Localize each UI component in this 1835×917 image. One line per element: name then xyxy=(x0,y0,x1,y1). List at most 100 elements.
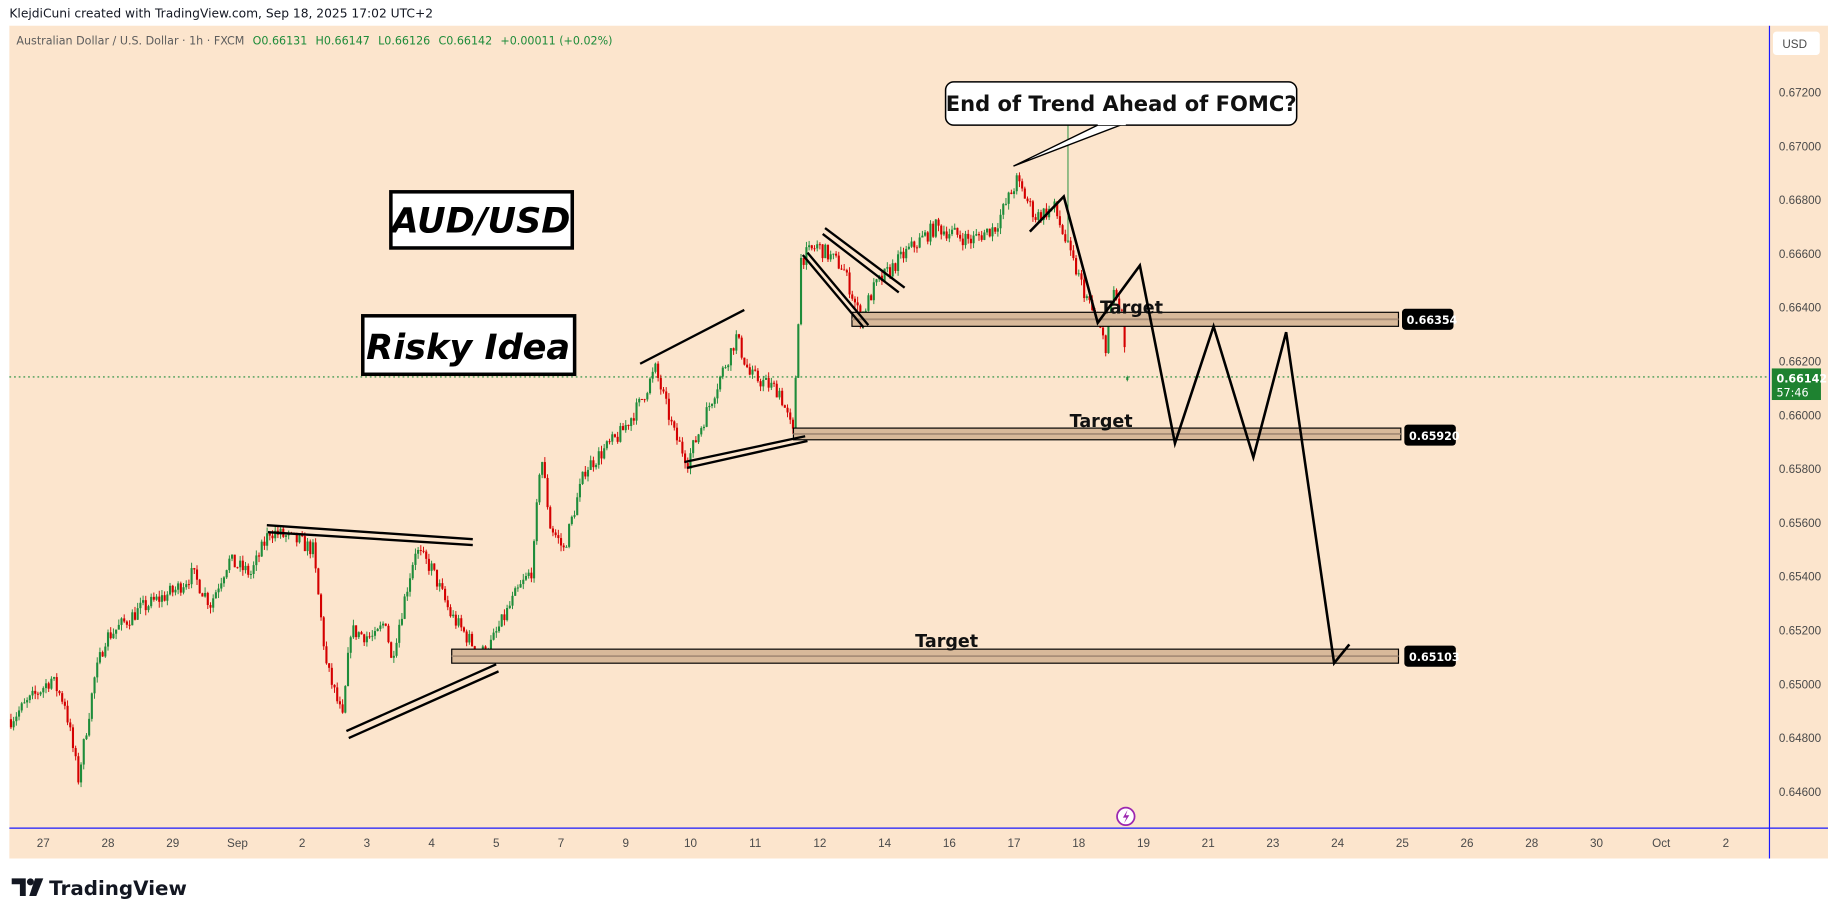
price-tick-label: 0.65600 xyxy=(1779,517,1822,530)
candle-up xyxy=(705,407,708,427)
time-tick-label: 16 xyxy=(943,837,956,850)
candle-up xyxy=(411,564,414,579)
candle-down xyxy=(665,391,668,399)
candle-up xyxy=(692,440,695,454)
candle-up xyxy=(805,247,808,265)
tradingview-logo: TradingView xyxy=(11,877,187,900)
candle-up xyxy=(497,626,501,632)
candle-up xyxy=(12,721,15,728)
price-tick-label: 0.67200 xyxy=(1779,86,1822,99)
trendline[interactable] xyxy=(266,524,473,541)
candle-down xyxy=(756,370,759,382)
price-tick-label: 0.64600 xyxy=(1779,786,1822,799)
trendline[interactable] xyxy=(684,435,806,464)
candle-up xyxy=(85,735,88,740)
candle-down xyxy=(1123,310,1126,348)
trendline[interactable] xyxy=(686,439,808,469)
candle-down xyxy=(1029,201,1032,203)
callout[interactable]: End of Trend Ahead of FOMC? xyxy=(944,81,1298,167)
candle-down xyxy=(1061,225,1064,235)
time-axis[interactable]: 27 28 29 Sep 2 3 4 5 7 9 10 11 12 14 16 17 18 19 21 23 24 25 2… xyxy=(37,837,1729,850)
candle-up xyxy=(112,633,115,639)
candle-up xyxy=(921,235,924,238)
candle-up xyxy=(168,585,172,595)
candle-down xyxy=(894,263,897,271)
candle-down xyxy=(616,436,619,442)
candle-down xyxy=(994,227,997,232)
candle-down xyxy=(187,584,190,586)
candle-down xyxy=(61,693,64,702)
candle-down xyxy=(549,507,552,529)
candle-up xyxy=(414,553,417,565)
trendline[interactable] xyxy=(821,233,900,294)
candle-up xyxy=(948,234,951,239)
candle-down xyxy=(328,663,331,668)
candle-up xyxy=(565,546,568,548)
trendline[interactable] xyxy=(806,251,870,326)
candle-up xyxy=(570,516,573,525)
candle-up xyxy=(457,618,460,626)
risky-idea-text: Risky Idea xyxy=(366,327,570,368)
candle-up xyxy=(797,324,800,378)
time-tick-label: 12 xyxy=(813,837,826,850)
trendline[interactable] xyxy=(639,308,745,365)
candle-down xyxy=(1056,201,1059,217)
candle-up xyxy=(136,608,139,620)
candle-up xyxy=(630,418,633,427)
candle-up xyxy=(996,228,999,232)
candle-up xyxy=(508,605,511,608)
lightning-event-icon[interactable] xyxy=(1116,806,1136,827)
candle-down xyxy=(813,248,816,250)
candle-down xyxy=(435,569,439,587)
candle-down xyxy=(1058,216,1061,226)
candle-up xyxy=(408,578,412,592)
candle-down xyxy=(670,419,673,422)
candle-down xyxy=(109,632,112,639)
trendline[interactable] xyxy=(348,670,500,740)
candle-up xyxy=(239,560,242,568)
candle-down xyxy=(198,579,201,594)
candle-down xyxy=(835,253,838,256)
candle-down xyxy=(789,412,792,420)
candle-down xyxy=(330,667,333,685)
candle-down xyxy=(427,558,430,571)
candle-up xyxy=(762,379,765,387)
candle-up xyxy=(98,652,101,663)
candle-down xyxy=(58,691,61,694)
trendline[interactable] xyxy=(345,663,497,733)
candle-down xyxy=(446,600,449,608)
price-tick-label: 0.66000 xyxy=(1779,409,1822,422)
candle-down xyxy=(554,532,557,536)
title-box[interactable]: AUD/USD xyxy=(389,190,575,250)
candle-up xyxy=(160,595,164,602)
candle-up xyxy=(249,574,252,575)
candle-up xyxy=(808,245,811,248)
candle-up xyxy=(538,474,541,503)
candle-up xyxy=(88,718,91,736)
candle-down xyxy=(775,383,778,398)
candle-up xyxy=(1085,296,1088,299)
candle-down xyxy=(470,633,474,647)
currency-button[interactable]: USD xyxy=(1772,31,1820,55)
trendlines[interactable] xyxy=(266,227,906,740)
candle-down xyxy=(241,560,244,571)
trendline[interactable] xyxy=(824,227,906,289)
candle-down xyxy=(926,232,929,242)
target-zone-1[interactable]: Target 0.66354 xyxy=(851,298,1458,330)
risky-idea-box[interactable]: Risky Idea xyxy=(361,314,577,377)
candle-up xyxy=(44,683,48,689)
candle-down xyxy=(748,367,751,375)
time-tick-label: 2 xyxy=(299,837,306,850)
candle-down xyxy=(1083,279,1086,299)
candle-down xyxy=(1072,250,1075,259)
time-tick-label: 4 xyxy=(428,837,435,850)
projection-path[interactable] xyxy=(1028,193,1351,667)
price-axis[interactable]: 0.67200 0.67000 0.66800 0.66600 0.66400 0.662… xyxy=(1779,86,1822,798)
candle-down xyxy=(584,471,587,477)
trendline[interactable] xyxy=(801,254,865,329)
price-tick-label: 0.66600 xyxy=(1779,248,1822,261)
trendline[interactable] xyxy=(267,531,473,547)
candle-up xyxy=(150,596,153,607)
target-zone-3[interactable]: Target 0.65103 xyxy=(451,632,1460,667)
